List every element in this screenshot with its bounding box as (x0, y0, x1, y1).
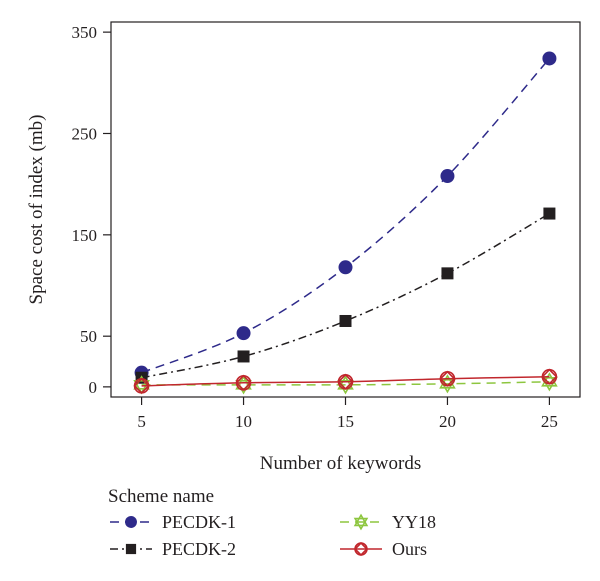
x-tick-label: 5 (137, 412, 146, 431)
data-point (339, 314, 352, 327)
legend-label: PECDK-1 (162, 512, 236, 532)
legend-marker (353, 513, 369, 531)
series-layer (133, 51, 558, 395)
series-line (141, 381, 550, 386)
marker-triangle-down (133, 380, 150, 395)
y-tick-label: 50 (80, 327, 97, 346)
data-point (235, 374, 252, 391)
legend-item-pecdk-2: PECDK-2 (110, 539, 236, 559)
legend-label: PECDK-2 (162, 539, 236, 559)
y-tick-label: 150 (72, 226, 98, 245)
data-point (236, 326, 251, 341)
marker-triangle-down (439, 379, 456, 394)
legend-item-ours: Ours (340, 539, 427, 559)
series-pecdk-2 (135, 207, 556, 384)
marker-diamond (353, 541, 369, 557)
y-tick-label: 0 (89, 378, 98, 397)
marker-triangle-down (353, 517, 369, 531)
data-point (338, 260, 353, 275)
data-point (337, 373, 354, 390)
data-point (439, 370, 456, 387)
series-line (141, 375, 550, 387)
data-point (542, 51, 557, 66)
legend: Scheme name PECDK-1 PECDK-2 YY18 Ours (108, 486, 436, 559)
y-tick-label: 250 (72, 124, 98, 143)
marker-diamond (235, 374, 252, 391)
legend-marker (125, 543, 137, 555)
marker-diamond (337, 373, 354, 390)
data-point (133, 377, 150, 394)
x-tick-label: 20 (439, 412, 456, 431)
data-point (541, 368, 558, 385)
y-tick-label: 350 (72, 23, 98, 42)
x-tick-label: 10 (235, 412, 252, 431)
y-axis-title: Space cost of index (mb) (26, 115, 47, 305)
series-ours (133, 368, 558, 394)
marker-triangle-up (353, 513, 369, 527)
legend-marker (125, 516, 137, 528)
marker-diamond (133, 377, 150, 394)
data-point (543, 207, 556, 220)
legend-label: YY18 (392, 512, 436, 532)
legend-label: Ours (392, 539, 427, 559)
legend-item-yy18: YY18 (340, 512, 436, 532)
legend-title: Scheme name (108, 486, 214, 507)
marker-diamond (439, 370, 456, 387)
legend-item-pecdk-1: PECDK-1 (110, 512, 236, 532)
marker-triangle-down (541, 376, 558, 392)
x-axis-title: Number of keywords (260, 453, 421, 474)
plot-frame (110, 21, 581, 398)
data-point (237, 350, 250, 363)
series-line (141, 212, 550, 379)
data-point (440, 169, 455, 184)
series-pecdk-1 (134, 51, 557, 380)
data-point (441, 267, 454, 280)
marker-diamond (541, 368, 558, 385)
legend-marker (353, 541, 369, 557)
x-tick-label: 25 (541, 412, 558, 431)
x-tick-label: 15 (337, 412, 354, 431)
marker-triangle-down (337, 380, 354, 395)
